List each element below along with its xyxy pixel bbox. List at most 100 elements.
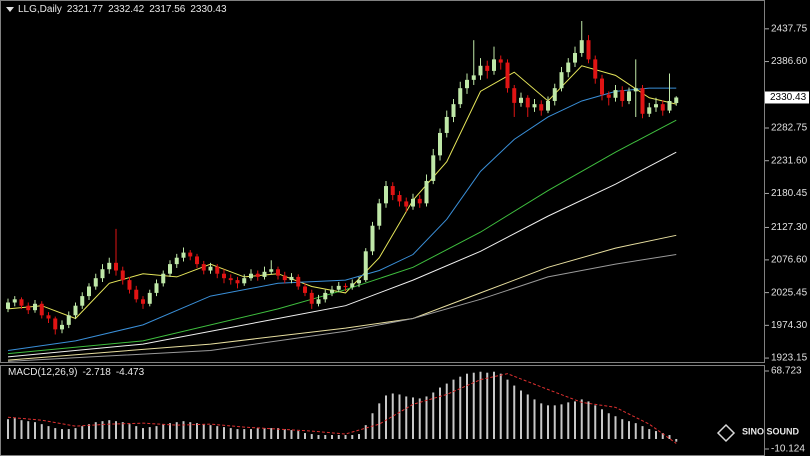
histogram-bar xyxy=(398,394,401,439)
candle-body xyxy=(201,264,206,271)
candle-body xyxy=(390,186,395,196)
logo-text: SINO SOUND xyxy=(742,426,800,436)
signal-line xyxy=(7,373,677,444)
histogram-bar xyxy=(290,430,293,439)
histogram-bar xyxy=(337,435,340,439)
histogram-bar xyxy=(439,387,441,439)
candle-body xyxy=(26,305,31,311)
histogram-bar xyxy=(47,426,50,439)
histogram-bar xyxy=(256,428,259,439)
histogram-bar xyxy=(567,402,570,439)
histogram-bar xyxy=(121,422,124,439)
histogram-bar xyxy=(466,373,468,439)
indicator-name: MACD(12,26,9) xyxy=(8,367,78,378)
histogram-bar xyxy=(243,429,246,439)
header-value: 2317.56 xyxy=(149,4,186,15)
candle-body xyxy=(235,280,240,284)
histogram-bar xyxy=(385,395,387,439)
candle-body xyxy=(424,180,429,204)
histogram-bar xyxy=(675,438,678,442)
histogram-bar xyxy=(175,422,178,439)
candle-body xyxy=(444,116,449,133)
y-tick-label: 2437.75 xyxy=(771,23,808,34)
histogram-bar xyxy=(533,399,536,439)
y-tick-label: 1974.30 xyxy=(771,320,808,331)
histogram-bar xyxy=(587,401,590,439)
candle-body xyxy=(505,62,510,89)
histogram-bar xyxy=(472,372,475,439)
histogram-bar xyxy=(553,405,556,439)
histogram-bar xyxy=(67,429,70,439)
candle-body xyxy=(66,315,71,325)
histogram-bar xyxy=(20,420,23,439)
histogram-bar xyxy=(391,393,394,439)
candle-body xyxy=(370,225,375,252)
candle-body xyxy=(282,275,287,281)
header-value: 2321.77 xyxy=(66,4,104,15)
histogram-bar xyxy=(344,435,347,439)
candle-body xyxy=(147,292,152,304)
y-tick-label: 2180.45 xyxy=(771,188,808,199)
histogram-bar xyxy=(209,425,212,439)
candle-body xyxy=(377,203,382,226)
candle-body xyxy=(262,271,267,277)
candle-body xyxy=(654,104,658,108)
histogram-bar xyxy=(506,379,509,439)
candle-body xyxy=(633,88,638,92)
candle-body xyxy=(357,280,361,284)
candle-body xyxy=(397,195,402,202)
candle-body xyxy=(39,303,44,316)
last-price-label: 2330.43 xyxy=(770,92,807,103)
histogram-bar xyxy=(560,404,563,439)
candle-body xyxy=(12,299,17,303)
histogram-bar xyxy=(13,418,16,439)
moving-average xyxy=(7,151,677,358)
candle-body xyxy=(451,104,456,117)
collapse-icon[interactable] xyxy=(6,7,14,12)
histogram-bar xyxy=(54,428,57,439)
candle-body xyxy=(613,90,618,98)
histogram-bar xyxy=(499,373,502,439)
logo-icon xyxy=(716,423,736,443)
histogram-bar xyxy=(425,396,428,439)
histogram-bar xyxy=(378,403,381,439)
candle-body xyxy=(620,90,625,101)
header-value: 2330.43 xyxy=(190,4,227,15)
candle-body xyxy=(114,262,118,271)
candle-body xyxy=(330,289,334,293)
histogram-bar xyxy=(351,435,354,439)
histogram-bar xyxy=(317,435,320,439)
y-tick-label: 2076.60 xyxy=(771,255,808,266)
histogram-bar xyxy=(648,429,651,439)
macd-panel-frame xyxy=(0,365,765,456)
candle-body xyxy=(498,59,503,63)
last-price-box xyxy=(765,91,809,104)
candle-body xyxy=(674,97,679,104)
y-tick-label: 2025.45 xyxy=(771,287,808,298)
histogram-bar xyxy=(628,421,630,439)
candle-body xyxy=(586,40,591,60)
histogram-bar xyxy=(405,396,408,439)
y-tick-label: 2282.75 xyxy=(771,123,808,134)
y-tick-label: 1923.15 xyxy=(771,353,808,364)
histogram-bar xyxy=(135,426,138,439)
candle-body xyxy=(566,62,571,73)
candle-body xyxy=(438,132,442,156)
histogram-bar xyxy=(88,424,90,439)
candle-body xyxy=(289,276,294,281)
candle-body xyxy=(276,269,280,276)
candle-body xyxy=(458,88,463,105)
candle-body xyxy=(6,302,10,309)
candle-body xyxy=(168,264,172,274)
candle-body xyxy=(188,252,193,257)
histogram-bar xyxy=(142,428,144,439)
candle-body xyxy=(174,257,179,265)
candle-body xyxy=(411,198,415,207)
histogram-bar xyxy=(661,433,664,439)
histogram-bar xyxy=(607,413,610,439)
candle-body xyxy=(215,266,220,274)
candle-body xyxy=(303,286,307,293)
candle-body xyxy=(127,280,132,290)
histogram-bar xyxy=(27,421,30,439)
